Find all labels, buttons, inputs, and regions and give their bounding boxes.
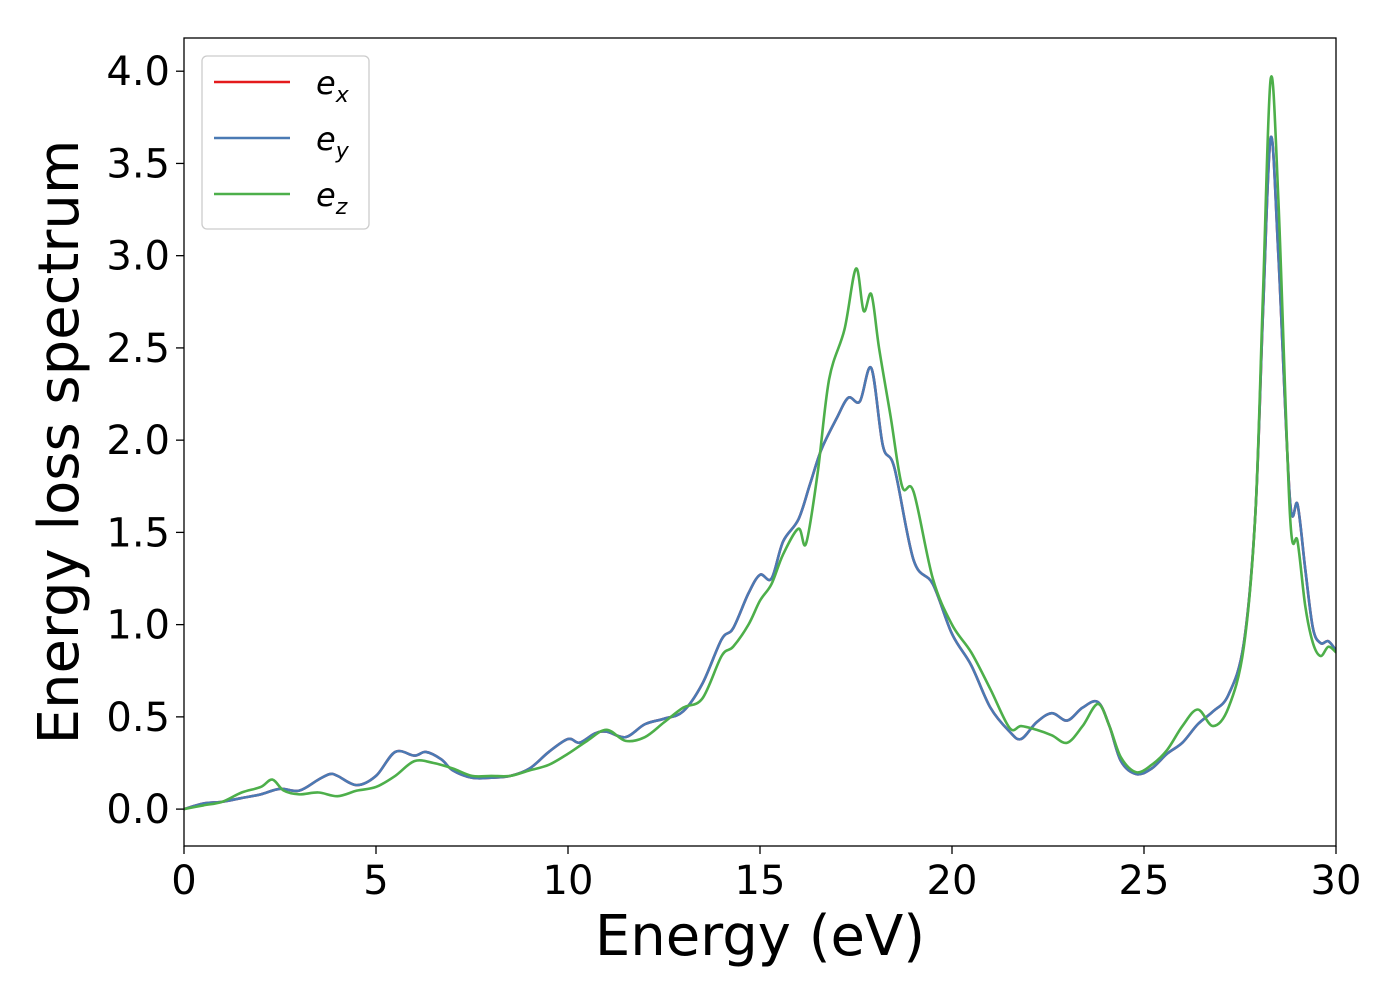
y-axis-title: Energy loss spectrum	[27, 140, 92, 745]
x-axis: 0 5 10 15 20 25 30	[171, 846, 1361, 904]
y-axis: 0.0 0.5 1.0 1.5 2.0 2.5 3.0 3.5 4.0	[106, 49, 184, 833]
series-line-ey	[184, 135, 1336, 811]
x-tick-label: 5	[363, 858, 388, 904]
y-tick-label: 1.5	[106, 510, 170, 556]
y-tick-label: 3.0	[106, 234, 170, 280]
y-tick-label: 0.5	[106, 695, 170, 741]
y-tick-label: 1.0	[106, 603, 170, 649]
y-tick-label: 3.5	[106, 141, 170, 187]
x-tick-label: 10	[543, 858, 594, 904]
y-tick-label: 2.0	[106, 418, 170, 464]
x-axis-title: Energy (eV)	[595, 904, 925, 969]
x-tick-label: 30	[1311, 858, 1362, 904]
y-tick-label: 4.0	[106, 49, 170, 95]
x-tick-label: 0	[171, 858, 196, 904]
x-tick-label: 20	[927, 858, 978, 904]
x-tick-label: 15	[735, 858, 786, 904]
y-tick-label: 0.0	[106, 787, 170, 833]
y-tick-label: 2.5	[106, 326, 170, 372]
legend: ex ey ez	[201, 55, 370, 230]
legend-box	[201, 55, 370, 230]
series-line-ex	[184, 135, 1336, 811]
legend-label: ez	[316, 176, 348, 220]
series-lines	[184, 75, 1336, 811]
legend-label: ey	[316, 120, 350, 164]
legend-label: ex	[316, 64, 350, 108]
x-tick-label: 25	[1119, 858, 1170, 904]
series-line-ez	[184, 75, 1336, 811]
